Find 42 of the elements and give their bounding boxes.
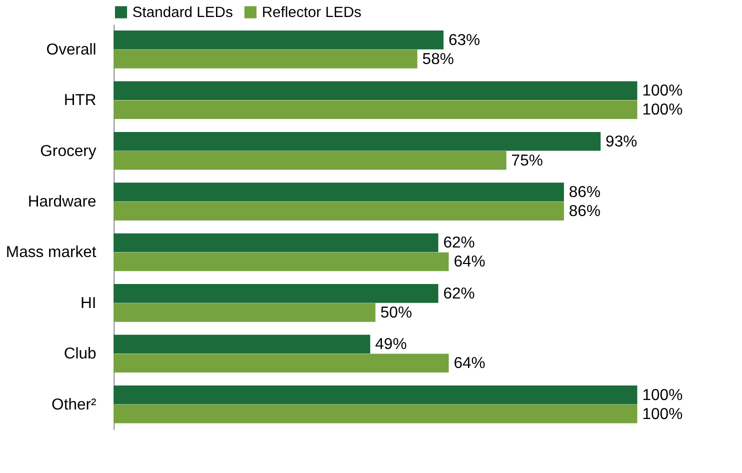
- data-label: 93%: [606, 133, 638, 150]
- bar: [114, 334, 370, 354]
- bar: [114, 100, 638, 120]
- y-tick-label: Club: [64, 346, 97, 363]
- data-label: 100%: [642, 82, 683, 100]
- data-label: 100%: [642, 406, 683, 423]
- y-tick-label: Grocery: [40, 142, 96, 160]
- data-label: 100%: [642, 386, 683, 404]
- data-label: 75%: [511, 152, 543, 170]
- bar: [114, 354, 449, 373]
- legend-label: Standard LEDs: [132, 5, 233, 22]
- y-tick-label: Hardware: [28, 193, 97, 210]
- data-label: 62%: [443, 234, 475, 252]
- bar: [114, 182, 564, 202]
- data-label: 64%: [454, 355, 486, 372]
- bar: [114, 404, 638, 424]
- data-label: 86%: [568, 202, 601, 220]
- bar: [114, 233, 438, 252]
- data-label: 86%: [568, 184, 601, 201]
- bar: [114, 303, 376, 322]
- bar: [114, 150, 506, 170]
- data-label: 63%: [448, 32, 480, 49]
- data-label: 58%: [422, 50, 454, 68]
- data-label: 64%: [454, 254, 486, 271]
- y-tick-label: Overall: [46, 41, 96, 58]
- bar: [114, 284, 438, 303]
- y-tick-label: HTR: [64, 92, 96, 110]
- bar: [114, 132, 601, 151]
- bar: [114, 385, 638, 404]
- bar: [114, 50, 418, 68]
- data-label: 49%: [375, 336, 407, 354]
- bar: [114, 252, 449, 272]
- legend-label: Reflector LEDs: [262, 5, 362, 22]
- bar: [114, 81, 638, 100]
- bar: [114, 202, 564, 220]
- data-label: 100%: [642, 102, 683, 119]
- data-label: 62%: [443, 285, 475, 302]
- y-tick-label: Mass market: [6, 244, 97, 262]
- y-tick-label: HI: [80, 294, 96, 312]
- y-tick-label: Other²: [52, 396, 96, 414]
- data-label: 50%: [380, 304, 412, 322]
- bar: [114, 30, 444, 50]
